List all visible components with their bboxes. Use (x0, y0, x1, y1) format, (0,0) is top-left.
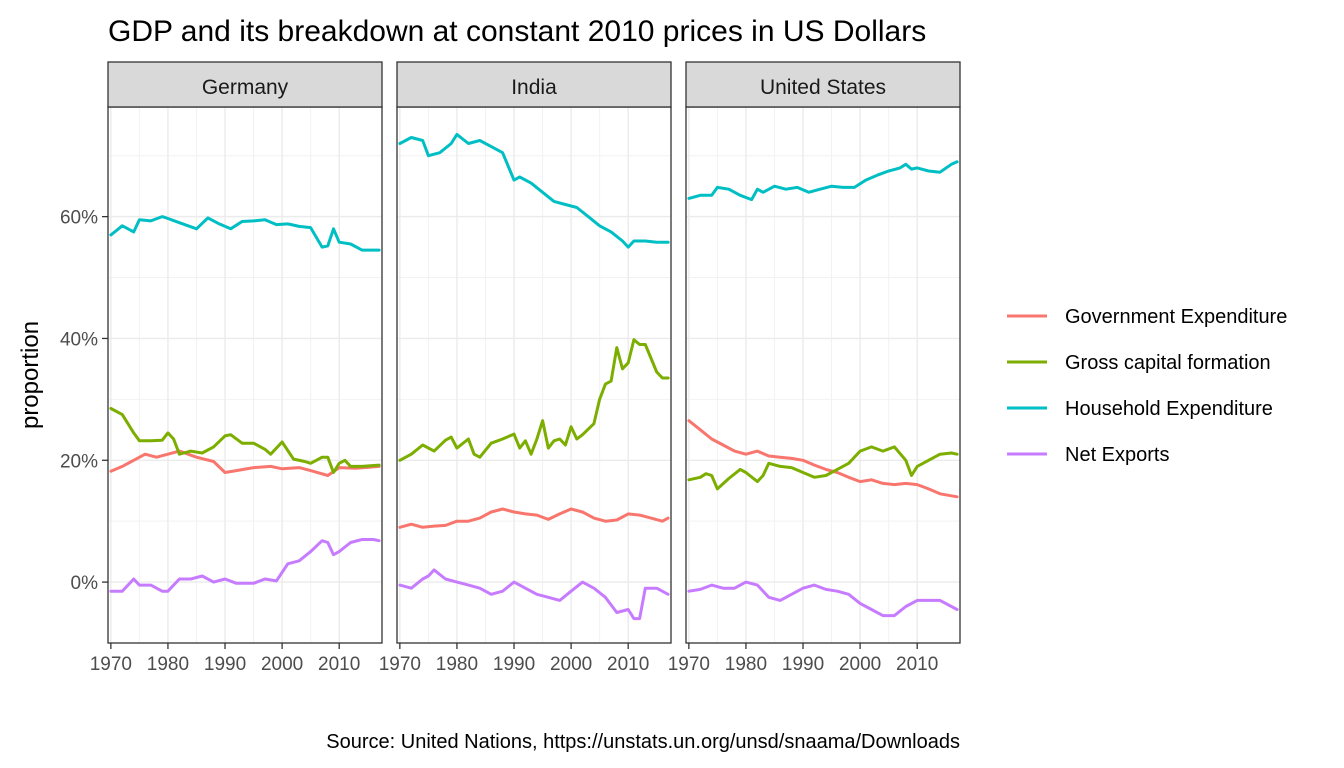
x-tick-label: 1990 (782, 654, 824, 675)
chart-caption: Source: United Nations, https://unstats.… (326, 731, 960, 753)
series-line-united-states-household-expenditure (687, 160, 959, 202)
facet-strip-label: Germany (202, 76, 289, 99)
x-tick-label: 1970 (379, 654, 421, 675)
series-line-germany-net-exports (109, 538, 381, 593)
x-tick-label: 1980 (147, 654, 189, 675)
x-tick-label: 1990 (493, 654, 535, 675)
x-tick-label: 2000 (261, 654, 303, 675)
facet-strip (685, 61, 961, 108)
series-line-india-net-exports (398, 568, 670, 621)
series-line-united-states-gross-capital-formation (687, 445, 959, 491)
series-line-india-gross-capital-formation (398, 338, 670, 462)
x-tick-label: 1980 (725, 654, 767, 675)
panel-background (686, 107, 960, 643)
legend-label-net-exports: Net Exports (1065, 444, 1169, 466)
y-tick-label: 60% (60, 208, 98, 229)
x-tick-label: 2010 (318, 654, 360, 675)
series-line-united-states-government-expenditure (687, 419, 959, 499)
y-tick-label: 0% (71, 573, 99, 594)
x-tick-label: 1990 (204, 654, 246, 675)
panel-background (397, 107, 671, 643)
series-line-india-government-expenditure (398, 507, 670, 529)
legend-label-household-expenditure: Household Expenditure (1065, 398, 1273, 420)
series-line-germany-government-expenditure (109, 449, 381, 477)
legend-item-net-exports: Net Exports (1007, 444, 1169, 466)
panel-united-states: United States 1970 1980 1990 2000 2010 (668, 61, 961, 675)
y-tick-label: 20% (60, 451, 98, 472)
legend-item-government-expenditure: Government Expenditure (1007, 306, 1287, 328)
panel-germany: Germany 1970 1980 1990 2000 2010 0% 20% 40% 60% (60, 61, 383, 675)
legend-item-household-expenditure: Household Expenditure (1007, 398, 1273, 420)
facet-strip (107, 61, 383, 108)
x-tick-label: 1970 (668, 654, 710, 675)
legend-label-government-expenditure: Government Expenditure (1065, 306, 1287, 328)
x-tick-label: 2000 (550, 654, 592, 675)
chart-title: GDP and its breakdown at constant 2010 p… (108, 15, 926, 48)
facet-strip-label: United States (760, 76, 886, 99)
y-tick-label: 40% (60, 329, 98, 350)
y-axis-title: proportion (17, 321, 44, 429)
legend: Government Expenditure Gross capital form… (1007, 306, 1287, 466)
x-tick-label: 1970 (90, 654, 132, 675)
series-line-germany-household-expenditure (109, 215, 381, 252)
panel-background (108, 107, 382, 643)
facet-strip (396, 61, 672, 108)
series-line-united-states-net-exports (687, 580, 959, 618)
series-line-india-household-expenditure (398, 132, 670, 249)
x-tick-label: 2000 (839, 654, 881, 675)
x-tick-label: 2010 (607, 654, 649, 675)
facet-panels: Germany 1970 1980 1990 2000 2010 0% 20% 40% 60% In… (60, 61, 961, 675)
series-line-germany-gross-capital-formation (109, 407, 381, 474)
legend-label-gross-capital-formation: Gross capital formation (1065, 352, 1271, 374)
panel-india: India 1970 1980 1990 2000 2010 (379, 61, 672, 675)
x-tick-label: 1980 (436, 654, 478, 675)
facet-strip-label: India (511, 76, 557, 99)
x-tick-label: 2010 (896, 654, 938, 675)
legend-item-gross-capital-formation: Gross capital formation (1007, 352, 1271, 374)
